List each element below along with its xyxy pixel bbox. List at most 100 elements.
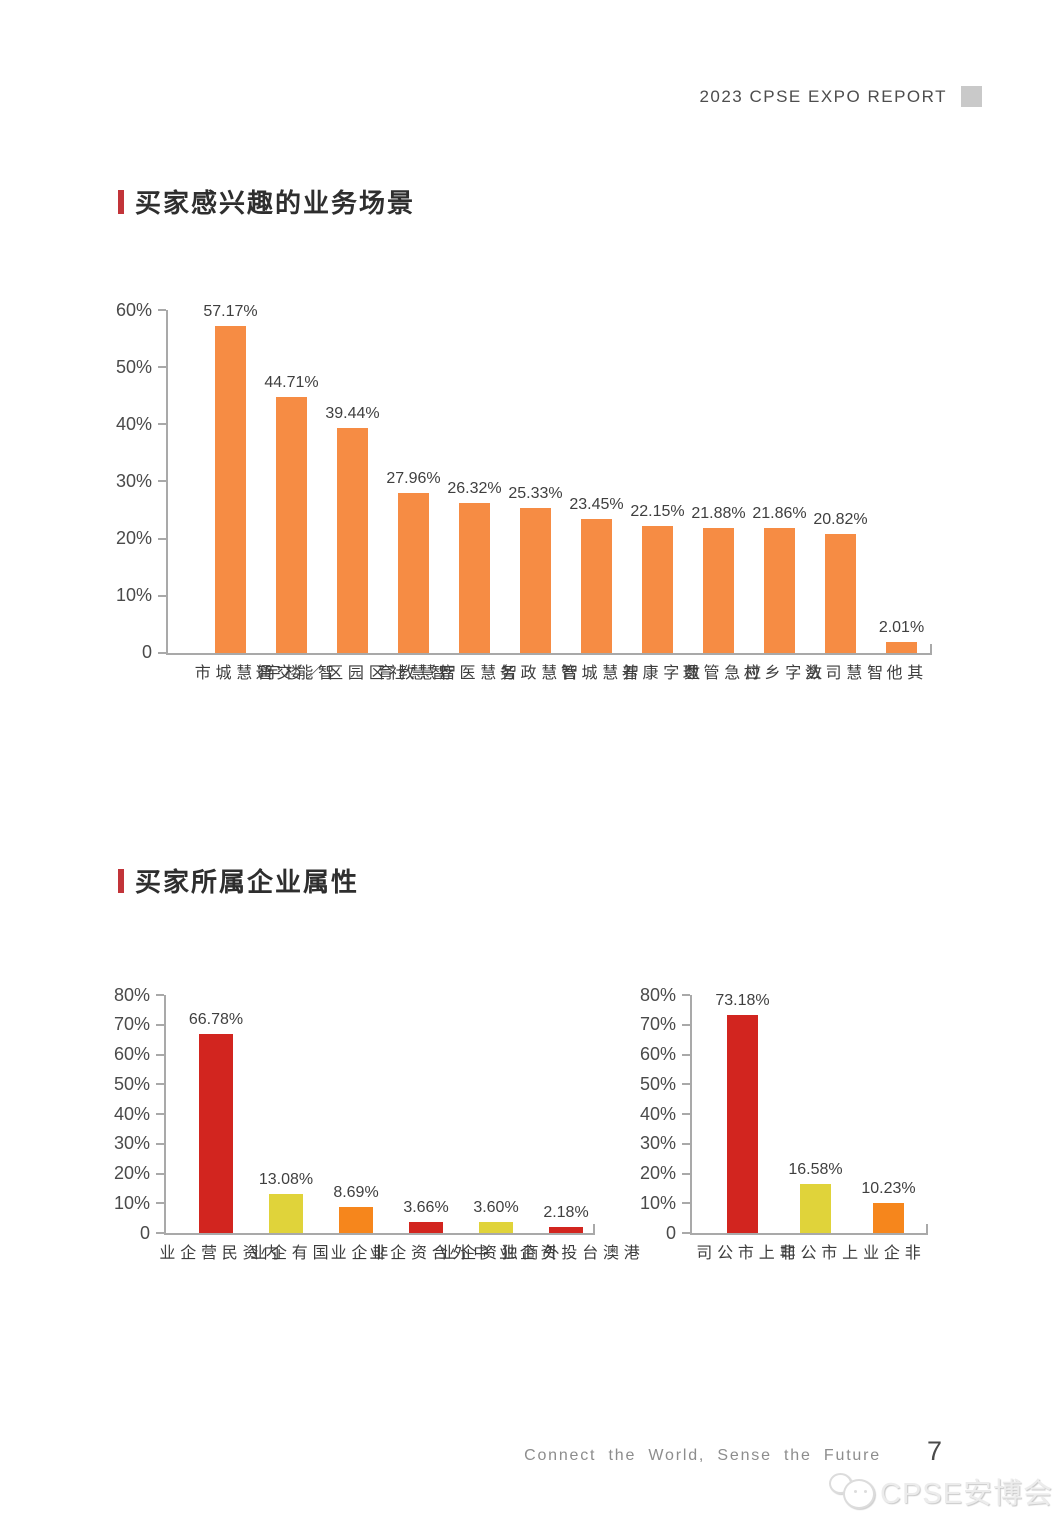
bar-value-label: 2.01% — [878, 618, 925, 636]
bar — [549, 1226, 583, 1233]
bar-column: 3.66% 中外合资企业 — [366, 995, 487, 1264]
category-label: 非上市公司 — [693, 1244, 794, 1264]
footer-tagline: Connect the World, Sense the Future — [524, 1447, 881, 1464]
category-label: 港澳台投资企业 — [496, 1244, 638, 1264]
bar — [873, 1202, 904, 1233]
category-label: 内资民营企业 — [156, 1244, 278, 1264]
category-label: 数字乡村 — [740, 664, 821, 684]
page-footer: Connect the World, Sense the Future 7 — [0, 1436, 942, 1467]
section1-title-text: 买家感兴趣的业务场景 — [135, 188, 416, 218]
bar-value-label: 23.45% — [569, 495, 624, 513]
section-title-enterprise-attributes: 买家所属企业属性 — [118, 862, 359, 899]
bar-value-label: 73.18% — [715, 992, 770, 1010]
bar — [215, 326, 246, 653]
report-title: 2023 CPSE EXPO REPORT — [699, 86, 947, 106]
bar-value-label: 39.44% — [325, 404, 380, 422]
bar-value-label: 8.69% — [333, 1184, 379, 1202]
bar-column: 2.18% 港澳台投资企业 — [496, 995, 638, 1264]
bar — [339, 1207, 373, 1233]
bar — [409, 1222, 443, 1233]
y-axis: 80% 70% 60% 50% 40% 30% 20% 10% 0 — [113, 984, 150, 1243]
category-label: 智慧政务 — [496, 664, 577, 684]
category-label: 其他 — [883, 664, 922, 684]
category-label: 智慧城市 — [191, 664, 272, 684]
category-label: 外商独资企业 — [436, 1244, 558, 1264]
category-label: 智慧教育 — [374, 664, 455, 684]
bar — [703, 527, 734, 653]
bar — [825, 533, 856, 653]
plot-area: 57.17% 智慧城市 44.71% 智能交通 39.44% 智慧社区 园区／楼宇 27.9… — [166, 303, 932, 684]
plot-area: 66.78% 内资民营企业 13.08% 国有企业 8.69% 非企业 3.66% 中外合资企… — [156, 995, 638, 1264]
bar-value-label: 10.23% — [861, 1179, 916, 1197]
bar — [581, 518, 612, 653]
bar — [479, 1222, 513, 1233]
bar-column: 73.18% 非上市公司 — [693, 992, 793, 1264]
category-label: 上市公司 — [776, 1244, 857, 1264]
category-label: 数字康养 — [618, 664, 699, 684]
bar-column: 26.32% 智慧医疗 — [436, 310, 515, 684]
section-title-business-scenarios: 买家感兴趣的业务场景 — [118, 183, 415, 220]
plot-area: 73.18% 非上市公司 16.58% 上市公司 10.23% 非企业 — [690, 992, 928, 1264]
bar-value-label: 57.17% — [203, 303, 258, 321]
wechat-icon — [829, 1471, 876, 1511]
chart-listing-status: 80% 70% 60% 50% 40% 30% 20% 10% 0 73.18% 非上市公司 16.… — [639, 984, 928, 1264]
bar-column: 21.86% 数字乡村 — [741, 310, 820, 684]
bar — [800, 1183, 831, 1233]
bar-column: 20.82% 智慧司法 — [802, 310, 881, 684]
category-label: 中外合资企业 — [366, 1244, 488, 1264]
bar-column: 8.69% 非企业 — [328, 995, 387, 1264]
category-label: 智慧司法 — [801, 664, 882, 684]
header-square-decoration — [961, 86, 982, 107]
category-label: 非企业 — [860, 1244, 919, 1264]
bar-value-label: 21.88% — [691, 504, 746, 522]
bar — [276, 397, 307, 653]
category-label: 应急管理 — [679, 664, 760, 684]
bar — [642, 526, 673, 653]
bar-value-label: 16.58% — [788, 1160, 843, 1178]
bar — [269, 1194, 303, 1233]
bar-column: 27.96% 智慧教育 — [375, 310, 454, 684]
bar-value-label: 2.18% — [543, 1203, 589, 1221]
bar — [886, 641, 917, 653]
bar — [520, 508, 551, 653]
page-number: 7 — [926, 1436, 942, 1466]
bar — [727, 1015, 758, 1233]
section2-title-text: 买家所属企业属性 — [135, 867, 360, 897]
category-label: 智能交通 — [252, 664, 333, 684]
watermark-text: CPSE安博会 — [880, 1478, 1053, 1510]
bar-column: 22.15% 数字康养 — [619, 310, 698, 684]
bar — [459, 502, 490, 653]
chart-business-scenarios: 60% 50% 40% 30% 20% 10% 0 57.17% 智慧城市 44.71% 智能交通… — [115, 299, 932, 684]
bar — [199, 1034, 233, 1233]
bar — [764, 528, 795, 653]
category-label: 智慧社区 园区／楼宇 — [261, 664, 446, 684]
category-label: 智慧城管 — [557, 664, 638, 684]
bar-column: 66.78% 内资民营企业 — [156, 995, 277, 1264]
red-marker-bar — [118, 189, 124, 214]
bar-value-label: 25.33% — [508, 485, 563, 503]
bar-value-label: 26.32% — [447, 479, 502, 497]
bar-column: 57.17% 智慧城市 — [192, 303, 271, 684]
bar-column: 25.33% 智慧政务 — [497, 310, 576, 684]
bar-value-label: 3.60% — [473, 1199, 519, 1217]
bar-value-label: 44.71% — [264, 374, 319, 392]
y-axis: 80% 70% 60% 50% 40% 30% 20% 10% 0 — [639, 984, 676, 1243]
y-axis: 60% 50% 40% 30% 20% 10% 0 — [115, 299, 152, 663]
watermark: CPSE安博会 — [829, 1470, 1053, 1512]
bar-value-label: 20.82% — [813, 510, 868, 528]
bar-value-label: 27.96% — [386, 470, 441, 488]
chart-enterprise-type: 80% 70% 60% 50% 40% 30% 20% 10% 0 66.78% 内资民营企业 13… — [113, 984, 638, 1265]
bar-column: 13.08% 国有企业 — [247, 995, 326, 1264]
bar-value-label: 66.78% — [188, 1011, 244, 1029]
bar — [398, 493, 429, 653]
bar-column: 3.60% 外商独资企业 — [436, 995, 557, 1264]
bar-column: 23.45% 智慧城管 — [558, 310, 637, 684]
bar-value-label: 21.86% — [752, 505, 807, 523]
category-label: 非企业 — [327, 1244, 387, 1264]
bar-column: 2.01% 其他 — [879, 310, 924, 684]
bar — [337, 427, 368, 653]
red-marker-bar — [118, 868, 124, 893]
page-header: 2023 CPSE EXPO REPORT — [699, 86, 982, 107]
bar-value-label: 13.08% — [258, 1171, 314, 1189]
